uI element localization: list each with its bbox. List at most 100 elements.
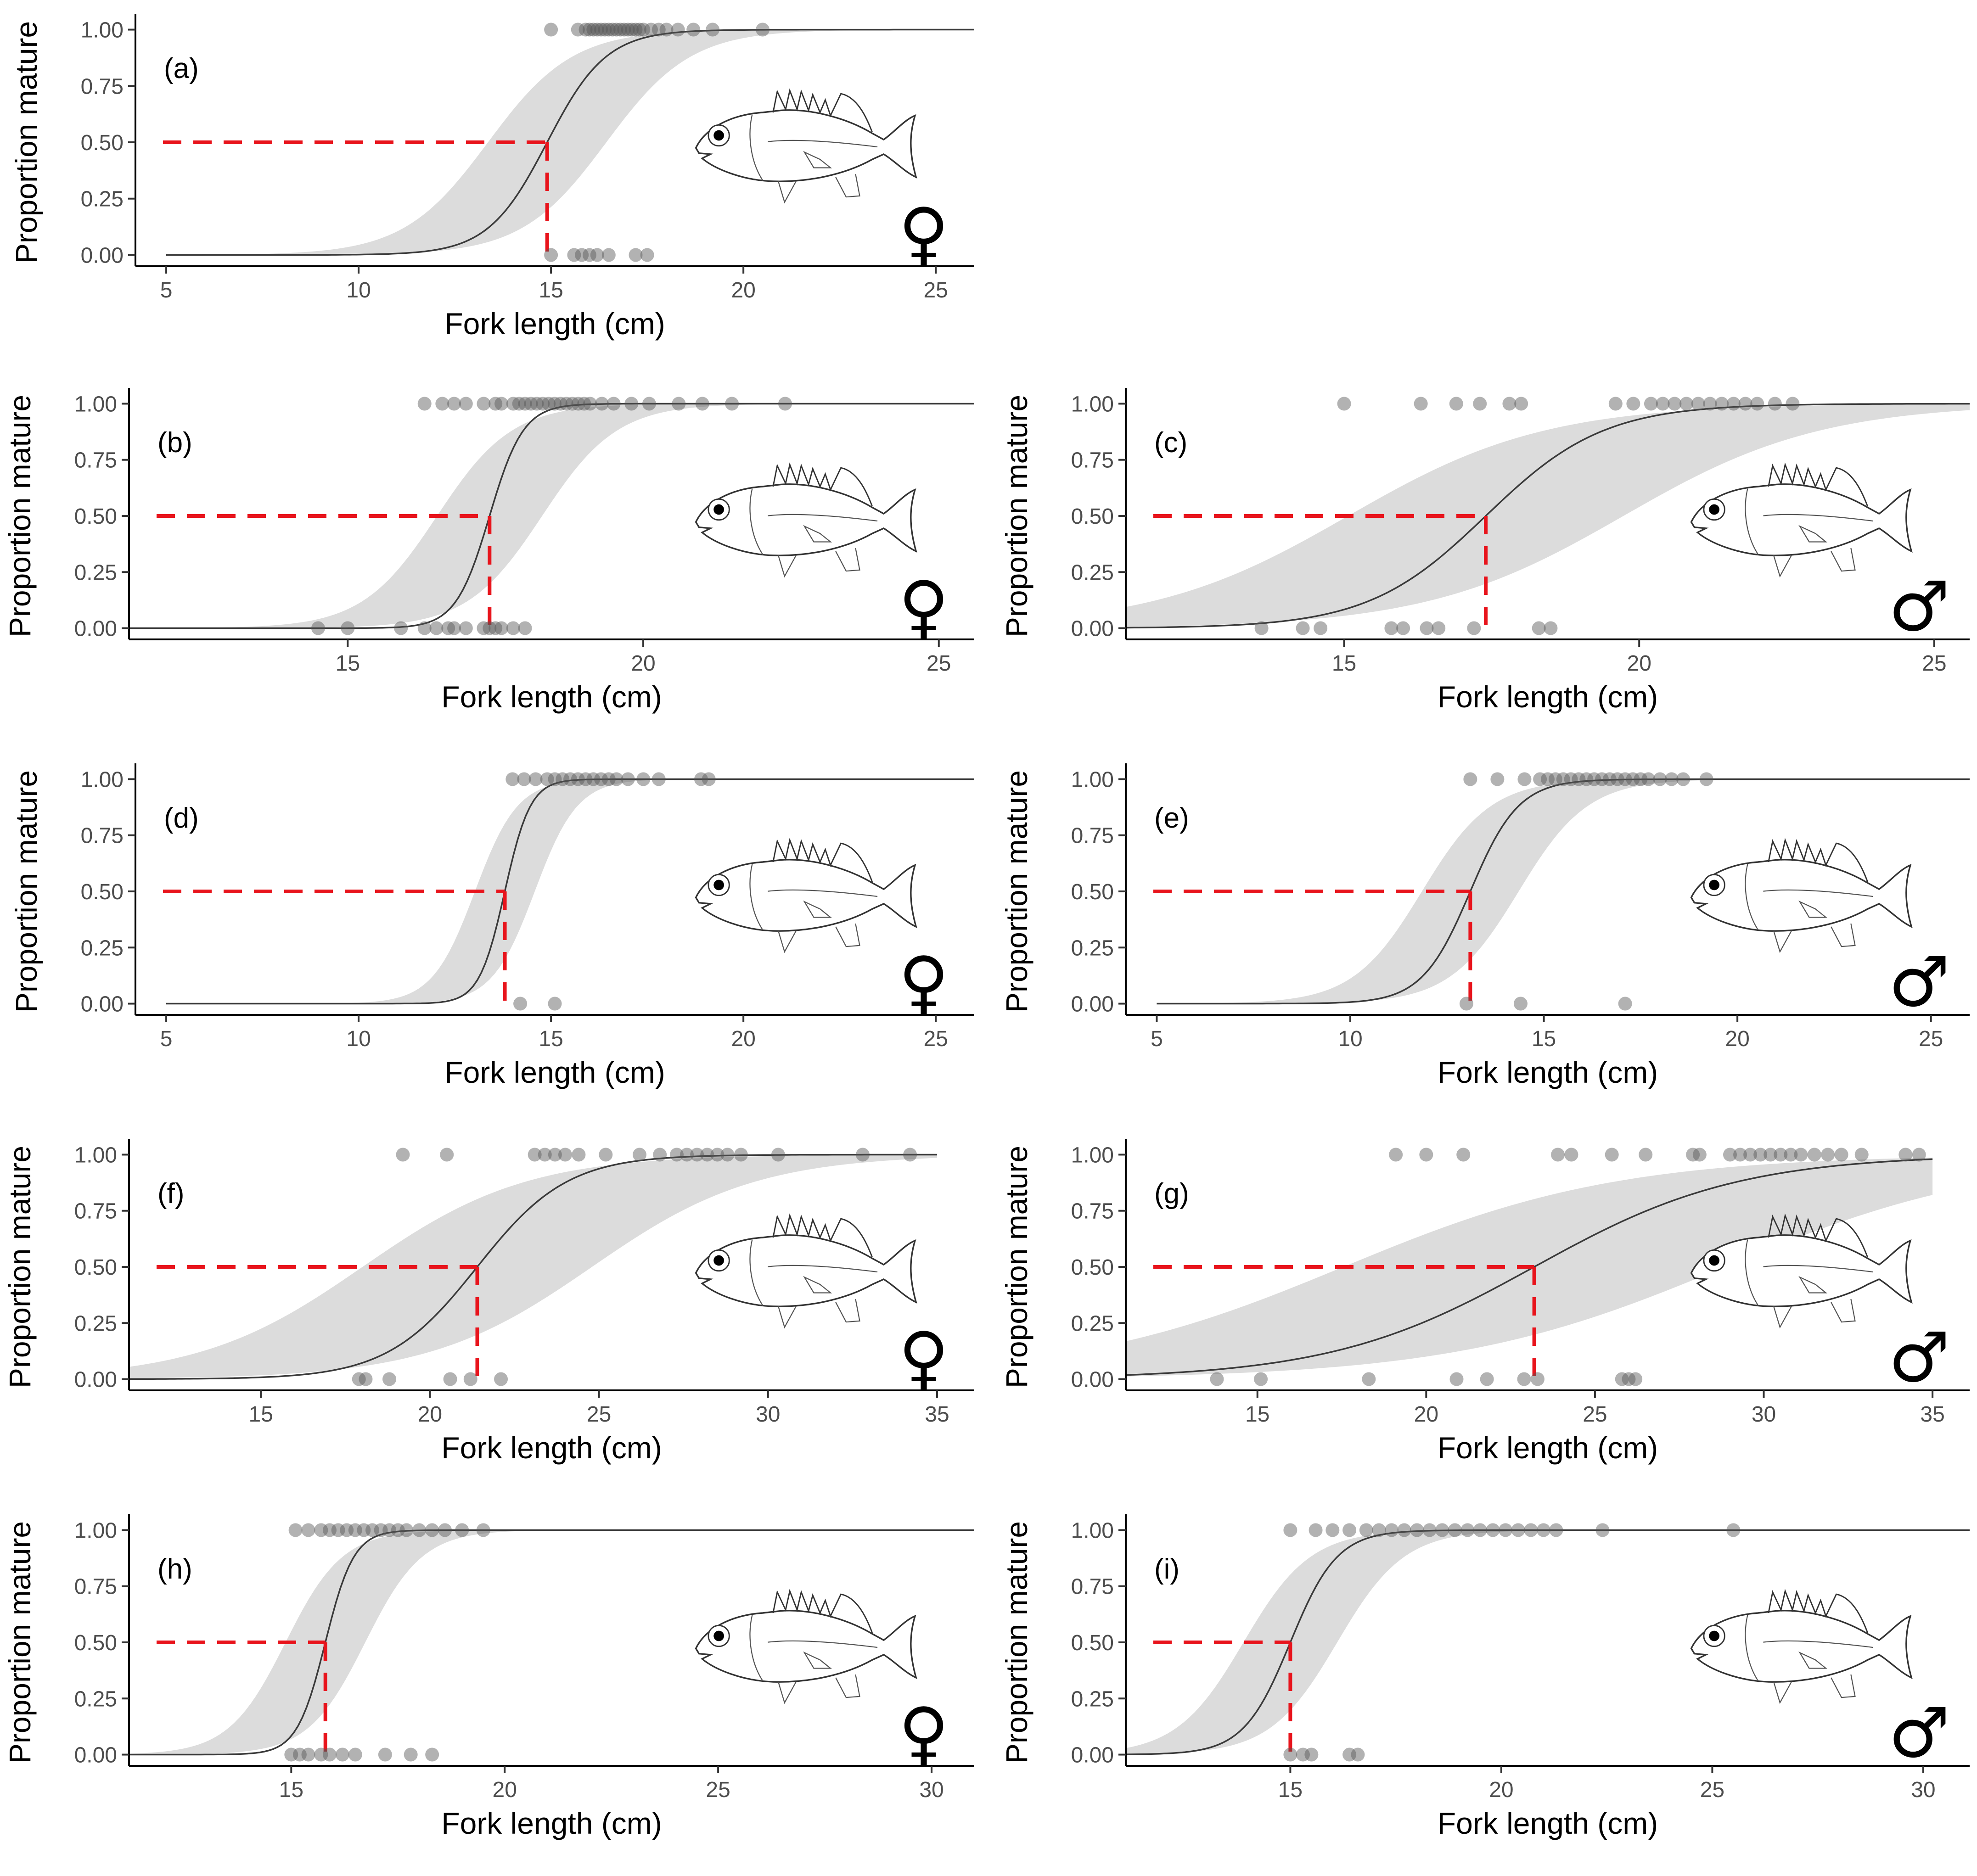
mature-point [1309, 1523, 1323, 1537]
mature-point [1536, 1523, 1550, 1537]
mature-point [489, 397, 503, 411]
immature-point [348, 1747, 362, 1762]
panel-label: (b) [157, 427, 192, 459]
y-tick-label: 0.25 [74, 1687, 117, 1711]
mature-point [595, 397, 609, 411]
mature-point [1854, 1148, 1869, 1162]
immature-point [382, 1372, 397, 1386]
y-tick-label: 0.00 [1071, 1368, 1114, 1392]
immature-point [292, 1747, 307, 1762]
fish-dorsal-fin [1768, 1213, 1869, 1258]
fish-eye-pupil [1709, 1255, 1719, 1266]
x-tick-label: 15 [539, 1027, 563, 1051]
y-tick-label: 1.00 [81, 767, 124, 792]
y-tick-label: 0.25 [81, 936, 124, 960]
fish-fin-line [1745, 488, 1759, 555]
mature-point [331, 1523, 345, 1537]
mature-point [1473, 1523, 1487, 1537]
immature-point [1618, 997, 1632, 1011]
immature-point [575, 248, 589, 262]
immature-point [417, 621, 432, 635]
mature-point [1610, 772, 1624, 786]
mature-point [1821, 1148, 1835, 1162]
x-tick-label: 25 [923, 278, 948, 302]
mature-point [459, 397, 473, 411]
immature-point [1396, 621, 1410, 635]
fish-eye-pupil [1709, 504, 1719, 515]
mature-point [586, 22, 601, 37]
mature-point [1602, 772, 1617, 786]
mature-point [601, 22, 616, 37]
mature-point [1726, 1523, 1741, 1537]
x-axis-title: Fork length (cm) [441, 1431, 662, 1465]
x-tick-label: 25 [1700, 1778, 1724, 1802]
x-axis-title: Fork length (cm) [444, 1055, 665, 1089]
y-tick-label: 0.25 [1071, 1687, 1114, 1711]
fish-fin-line [1798, 1276, 1828, 1294]
mature-point [725, 397, 739, 411]
mature-point [694, 772, 708, 786]
y-tick-label: 0.25 [1071, 560, 1114, 585]
mature-point [1605, 1148, 1619, 1162]
mature-point [583, 397, 597, 411]
mature-point [672, 397, 686, 411]
y-axis-title: Proportion mature [1000, 1146, 1033, 1388]
mature-point [1533, 772, 1547, 786]
fish-illustration-icon [695, 838, 917, 953]
mature-point [680, 1148, 694, 1162]
mature-point [476, 1523, 490, 1537]
mature-point [1524, 1523, 1538, 1537]
mature-point [1726, 397, 1741, 411]
mature-point [1502, 397, 1516, 411]
mature-point [652, 772, 666, 786]
x-tick-label: 35 [925, 1402, 949, 1427]
fish-illustration-icon [695, 1213, 917, 1329]
fish-fin-line [803, 525, 832, 543]
mature-point [1738, 397, 1752, 411]
fish-fin-line [1831, 923, 1856, 947]
mature-point [582, 22, 596, 37]
x-tick-label: 20 [731, 278, 755, 302]
fish-fin-line [1763, 1265, 1873, 1273]
fish-body-outline [1690, 1610, 1913, 1683]
mature-point [629, 22, 643, 37]
mature-point [528, 772, 543, 786]
mature-point [1463, 772, 1477, 786]
fish-body-outline [1690, 1234, 1913, 1307]
y-tick-label: 0.50 [81, 131, 124, 155]
ogive-line [1125, 1158, 1933, 1376]
confidence-band [1126, 1530, 1970, 1754]
fish-illustration-icon [1690, 1589, 1913, 1704]
fish-fin-line [768, 889, 878, 897]
mature-point [1359, 1523, 1373, 1537]
immature-point [429, 621, 444, 635]
y-tick-label: 0.25 [81, 187, 124, 212]
mature-point [425, 1523, 439, 1537]
mature-point [1834, 1148, 1848, 1162]
mature-point [1634, 772, 1648, 786]
fish-fin-line [1831, 1674, 1856, 1698]
mature-point [548, 1148, 562, 1162]
fish-eye-pupil [1709, 1630, 1719, 1641]
immature-point [1254, 1372, 1268, 1386]
mature-point [1556, 772, 1570, 786]
y-tick-label: 0.00 [74, 617, 117, 641]
mature-point [669, 1148, 684, 1162]
mature-point [1514, 397, 1528, 411]
mature-point [1774, 1148, 1788, 1162]
mature-point [1794, 1148, 1808, 1162]
y-axis-title: Proportion mature [9, 770, 43, 1013]
mature-point [544, 22, 558, 37]
immature-point [284, 1747, 298, 1762]
fish-body-outline [695, 1610, 917, 1683]
panel-label: (e) [1154, 802, 1189, 834]
mature-point [517, 772, 531, 786]
mature-point [706, 22, 720, 37]
immature-point [1622, 1372, 1636, 1386]
mature-point [621, 22, 635, 37]
ogive-line [166, 778, 974, 1005]
mature-point [652, 22, 666, 37]
mature-point [556, 772, 570, 786]
x-tick-label: 20 [1627, 651, 1651, 676]
